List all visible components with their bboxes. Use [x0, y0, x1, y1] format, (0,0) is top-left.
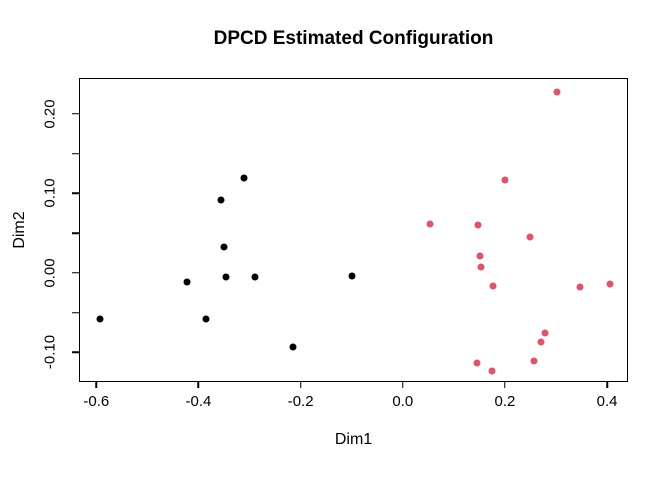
x-axis-tick [197, 381, 200, 388]
data-point-cluster-1-black [183, 278, 191, 286]
y-axis-tick [71, 351, 79, 354]
x-axis-tick [402, 381, 404, 388]
y-axis-tick [71, 272, 79, 274]
data-point-cluster-2-rose [553, 88, 561, 96]
data-point-cluster-2-rose [488, 367, 496, 375]
x-axis-tick-label: 0.4 [596, 393, 618, 410]
x-axis-tick-label: -0.6 [83, 393, 110, 410]
data-point-cluster-2-rose [530, 357, 538, 365]
y-axis-tick [71, 192, 79, 195]
data-point-cluster-2-rose [606, 280, 614, 288]
data-point-cluster-2-rose [473, 359, 481, 367]
data-point-cluster-2-rose [474, 221, 482, 229]
data-point-cluster-1-black [240, 174, 248, 182]
data-point-cluster-1-black [348, 272, 356, 280]
y-axis-label: Dim2 [11, 211, 28, 249]
y-axis-tick [71, 152, 79, 155]
x-axis-tick [299, 381, 302, 388]
x-axis-tick [606, 381, 608, 388]
chart-title: DPCD Estimated Configuration [213, 28, 494, 49]
x-axis-tick-label: 0.0 [392, 393, 414, 410]
x-axis-tick-label: -0.4 [185, 393, 212, 410]
data-point-cluster-1-black [220, 243, 228, 251]
data-point-cluster-1-black [217, 196, 225, 204]
y-axis-tick [71, 113, 79, 115]
x-axis-tick [504, 381, 506, 388]
data-point-cluster-2-rose [541, 329, 549, 337]
y-axis-tick-label: -0.10 [41, 335, 59, 370]
data-point-cluster-2-rose [526, 233, 534, 241]
data-point-cluster-1-black [289, 343, 297, 351]
data-point-cluster-2-rose [476, 252, 484, 260]
data-point-cluster-1-black [222, 273, 230, 281]
data-point-cluster-1-black [96, 315, 104, 323]
data-point-cluster-2-rose [537, 338, 545, 346]
x-axis-tick-label: 0.2 [494, 393, 516, 410]
y-axis-tick-label: 0.20 [41, 99, 59, 129]
y-axis-tick-label: 0.00 [41, 258, 59, 288]
data-point-cluster-2-rose [489, 282, 497, 290]
y-axis-tick [71, 311, 79, 314]
data-point-cluster-2-rose [426, 220, 434, 228]
y-axis-tick-label: 0.10 [41, 178, 59, 209]
data-point-cluster-2-rose [477, 263, 485, 271]
data-point-cluster-2-rose [576, 283, 584, 291]
x-axis-tick [95, 381, 98, 388]
y-axis-tick [71, 232, 79, 234]
plot-area: Dim1 Dim2 -0.6 -0.4 -0.2 0.0 0.2 0.4 0.20 0.10 0… [11, 78, 628, 448]
data-point-cluster-2-rose [501, 176, 509, 184]
data-point-cluster-1-black [202, 315, 210, 323]
data-point-cluster-1-black [251, 273, 259, 281]
x-axis-label: Dim1 [334, 431, 373, 448]
x-axis-tick-label: -0.2 [287, 393, 314, 410]
